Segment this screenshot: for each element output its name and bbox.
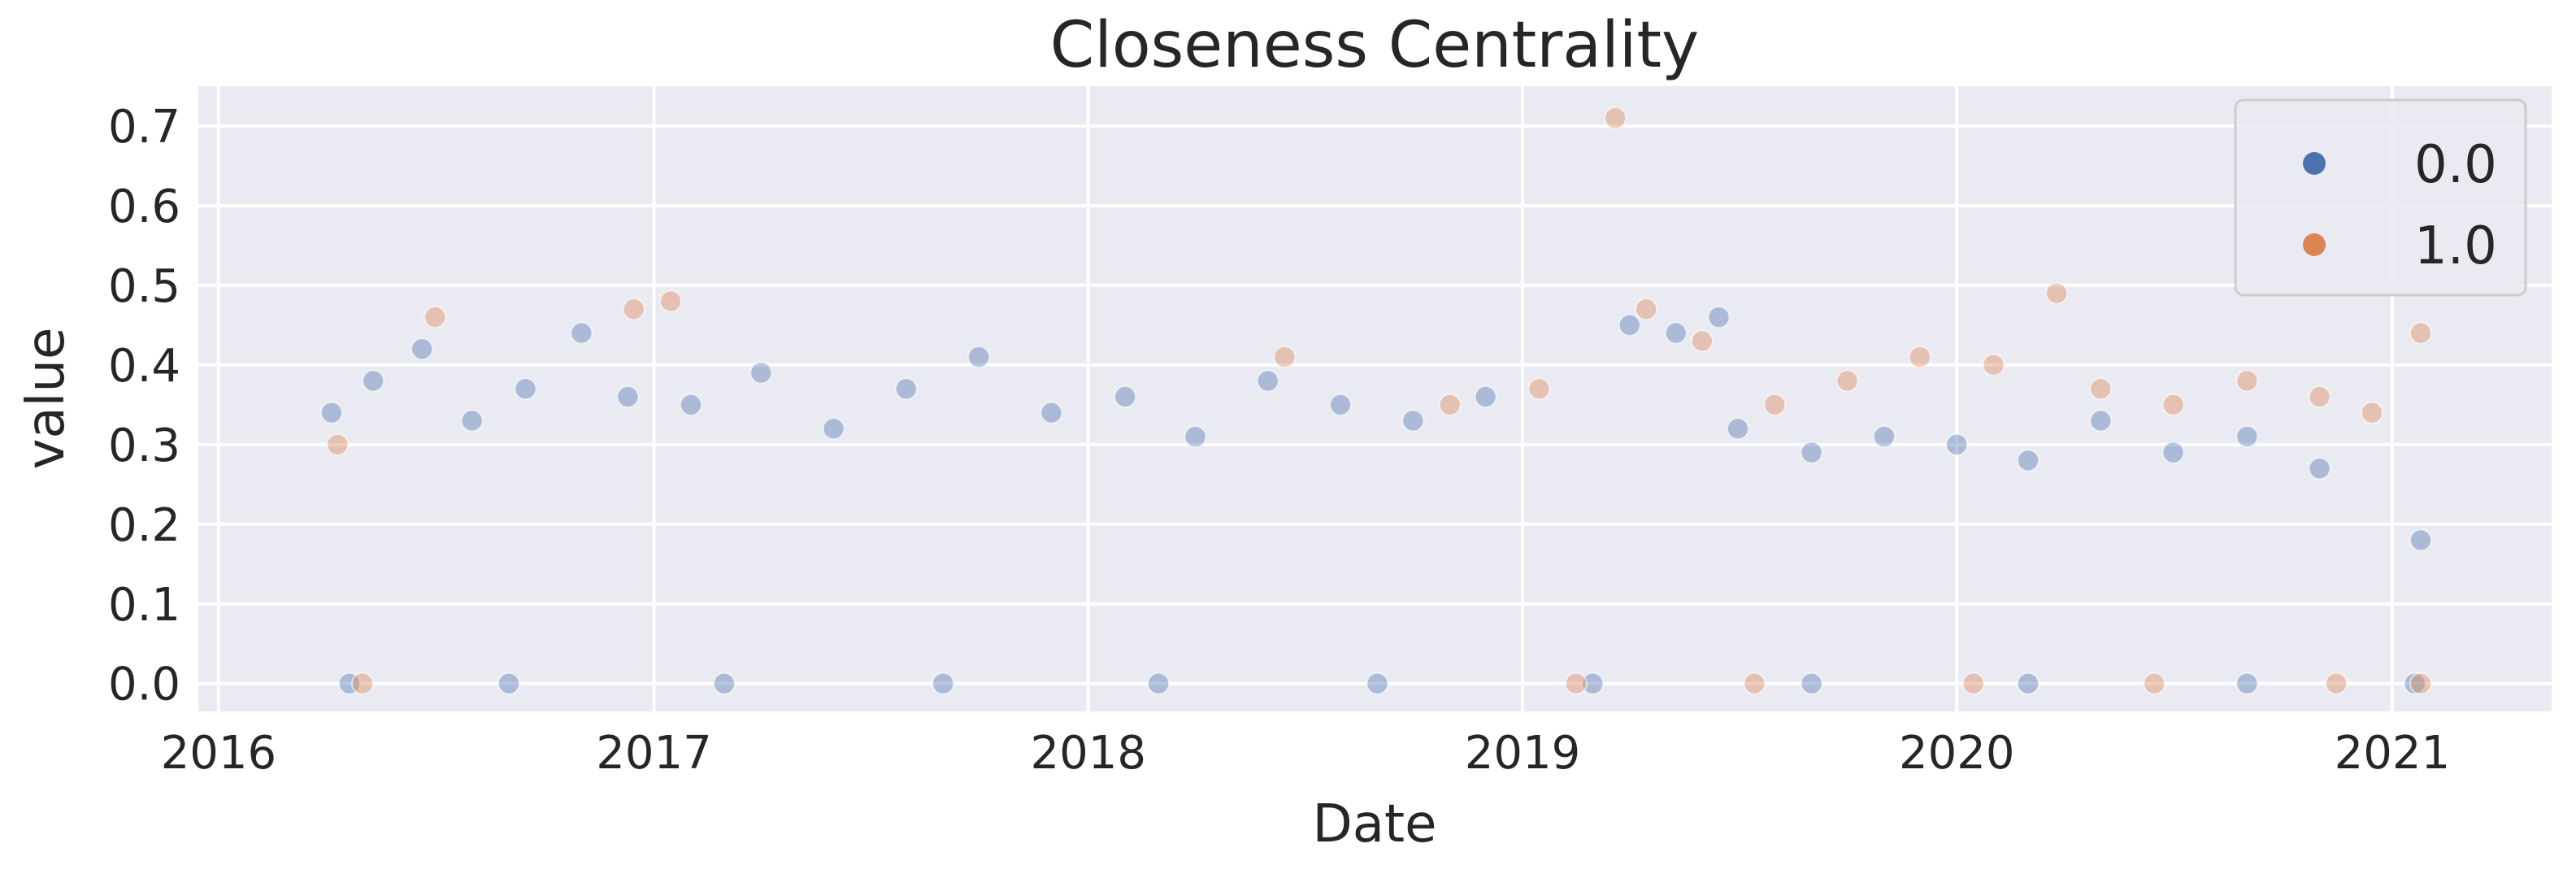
point-1-13 (1982, 353, 2005, 376)
x-tick-label-2: 2018 (1031, 727, 1147, 780)
point-0-26 (2017, 449, 2040, 472)
point-0-13 (1114, 385, 1137, 409)
y-tick-label-3: 0.3 (108, 420, 180, 472)
point-0-3 (460, 409, 484, 433)
point-1-22 (1564, 672, 1588, 695)
y-tick-label-7: 0.7 (108, 101, 180, 154)
point-0-11 (967, 346, 991, 369)
point-0-35 (932, 672, 955, 695)
y-tick-label-5: 0.5 (108, 260, 180, 313)
point-1-10 (1763, 393, 1787, 416)
legend: 0.0 1.0 (2234, 98, 2527, 297)
point-0-27 (2089, 409, 2113, 433)
x-tick-label-5: 2021 (2335, 727, 2451, 780)
point-0-19 (1618, 313, 1641, 337)
point-1-1 (424, 306, 447, 329)
chart-title: Closeness Centrality (1050, 9, 1699, 82)
point-0-16 (1329, 393, 1353, 416)
point-0-40 (2017, 672, 2040, 695)
x-tick-label-4: 2020 (1899, 727, 2015, 780)
point-0-42 (2403, 672, 2426, 695)
x-axis-label: Date (1313, 794, 1437, 854)
legend-marker-0 (2303, 152, 2326, 175)
point-0-5 (570, 321, 593, 345)
x-axis-ticks: 2016 2017 2018 2019 2020 2021 (161, 727, 2451, 780)
point-1-12 (1908, 346, 1931, 369)
point-1-18 (2308, 385, 2331, 409)
y-tick-label-2: 0.2 (108, 499, 180, 552)
point-1-6 (1527, 377, 1551, 401)
point-0-9 (822, 417, 845, 441)
point-0-34 (712, 672, 736, 695)
x-tick-label-3: 2019 (1465, 727, 1581, 780)
point-1-7 (1604, 107, 1627, 130)
point-0-22 (1726, 417, 1749, 441)
point-1-16 (2161, 393, 2185, 416)
point-0-10 (894, 377, 918, 401)
gridlines (198, 86, 2552, 711)
point-1-2 (622, 298, 645, 321)
point-1-23 (1743, 672, 1766, 695)
point-1-20 (2409, 321, 2433, 345)
point-1-21 (350, 672, 374, 695)
point-0-29 (2235, 425, 2259, 449)
y-tick-label-4: 0.4 (108, 340, 180, 393)
point-0-17 (1401, 409, 1425, 433)
point-0-18 (1474, 385, 1497, 409)
legend-marker-1 (2303, 233, 2326, 256)
y-tick-label-6: 0.6 (108, 180, 180, 233)
point-0-0 (319, 401, 343, 424)
point-0-24 (1872, 425, 1896, 449)
point-1-24 (1961, 672, 1985, 695)
point-1-0 (326, 433, 350, 456)
point-1-17 (2235, 369, 2259, 393)
y-axis-label: value (16, 328, 76, 470)
point-0-36 (1147, 672, 1171, 695)
point-0-25 (1945, 433, 1969, 456)
point-0-32 (337, 672, 361, 695)
y-axis-ticks: 0.0 0.1 0.2 0.3 0.4 0.5 0.6 0.7 (108, 101, 180, 711)
point-1-25 (2143, 672, 2166, 695)
y-tick-label-0: 0.0 (108, 659, 180, 711)
point-0-6 (616, 385, 640, 409)
x-tick-label-0: 2016 (161, 727, 277, 780)
y-tick-label-1: 0.1 (108, 579, 180, 632)
point-1-9 (1690, 329, 1714, 353)
point-0-28 (2161, 441, 2185, 464)
plot-background (198, 86, 2552, 711)
point-0-21 (1707, 306, 1731, 329)
point-1-27 (2409, 672, 2433, 695)
point-0-23 (1800, 441, 1823, 464)
x-tick-label-1: 2017 (596, 727, 712, 780)
point-1-11 (1835, 369, 1859, 393)
point-1-14 (2045, 281, 2069, 305)
point-1-15 (2089, 377, 2113, 401)
point-1-5 (1438, 393, 1462, 416)
point-0-37 (1366, 672, 1389, 695)
point-0-41 (2235, 672, 2259, 695)
point-0-14 (1184, 425, 1207, 449)
point-0-2 (411, 337, 434, 361)
point-0-1 (362, 369, 385, 393)
legend-label-0: 0.0 (2414, 135, 2497, 195)
data-points (319, 107, 2433, 695)
point-0-30 (2308, 457, 2331, 480)
point-0-39 (1800, 672, 1823, 695)
point-1-3 (659, 289, 683, 313)
point-0-33 (497, 672, 520, 695)
point-0-20 (1664, 321, 1688, 345)
point-1-4 (1273, 346, 1297, 369)
point-0-12 (1040, 401, 1063, 424)
point-0-31 (2409, 528, 2433, 552)
point-0-7 (679, 393, 702, 416)
point-0-15 (1256, 369, 1279, 393)
point-0-8 (749, 361, 773, 385)
point-0-38 (1581, 672, 1605, 695)
point-1-8 (1635, 298, 1658, 321)
legend-label-1: 1.0 (2414, 216, 2497, 276)
point-0-4 (514, 377, 537, 401)
point-1-26 (2325, 672, 2348, 695)
point-1-19 (2360, 401, 2383, 424)
